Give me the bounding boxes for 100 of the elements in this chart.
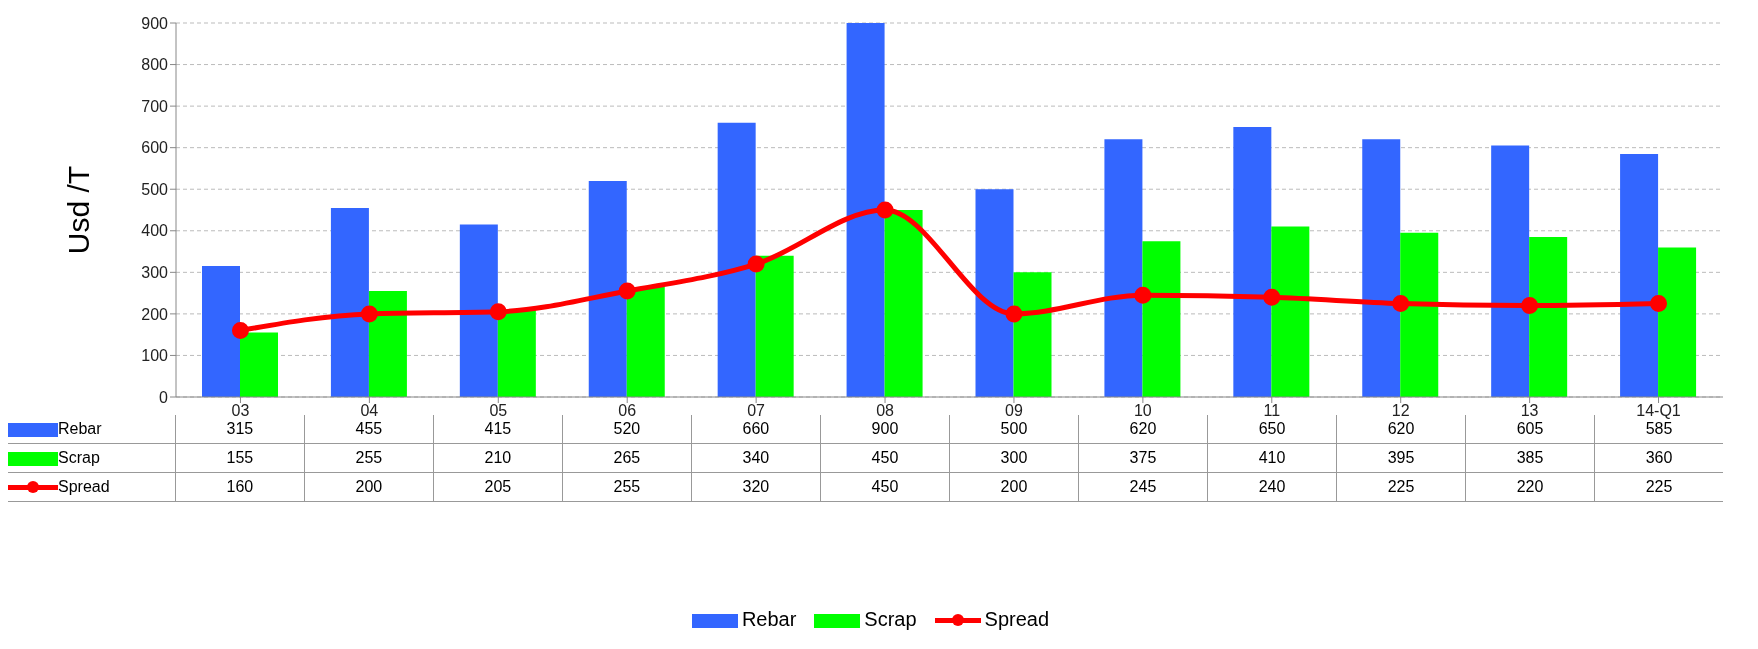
bar xyxy=(588,180,627,397)
y-tick-label: 300 xyxy=(141,264,169,282)
data-label: 210 xyxy=(432,444,562,472)
data-label: 605 xyxy=(1516,420,1544,437)
x-tick-label: 06 xyxy=(618,402,637,420)
y-tick-label: 800 xyxy=(141,56,169,74)
bar xyxy=(1491,145,1530,397)
data-label: 650 xyxy=(1258,420,1286,437)
x-tick-label: 07 xyxy=(747,402,766,420)
legend-label: Scrap xyxy=(58,449,100,467)
data-label: 255 xyxy=(561,473,691,501)
point xyxy=(747,255,765,273)
data-label: 205 xyxy=(432,473,562,501)
x-tick-label: 05 xyxy=(489,402,508,420)
y-tick-label: 200 xyxy=(141,305,169,323)
y-tick-label: 0 xyxy=(159,388,169,406)
y-tick-label: 100 xyxy=(141,347,169,365)
point xyxy=(1521,297,1539,315)
data-label: 240 xyxy=(1206,473,1336,501)
point xyxy=(231,322,249,340)
data-label: 410 xyxy=(1206,444,1336,472)
point xyxy=(1005,305,1023,323)
data-label: 385 xyxy=(1465,444,1595,472)
y-tick-label: 900 xyxy=(141,14,169,32)
text: Scrap xyxy=(864,608,917,630)
bar xyxy=(755,255,794,397)
x-tick-label: 08 xyxy=(876,402,895,420)
bar xyxy=(1529,237,1568,397)
y-tick-label: 600 xyxy=(141,139,169,157)
bar xyxy=(202,266,240,397)
y-tick-label: 500 xyxy=(141,180,169,198)
data-label: 255 xyxy=(303,444,433,472)
legend-label: Rebar xyxy=(58,420,102,438)
bar xyxy=(1233,126,1272,397)
point xyxy=(360,305,378,323)
data-label: 395 xyxy=(1335,444,1465,472)
legend-label: Spread xyxy=(58,478,110,496)
point xyxy=(876,201,894,219)
data-label: 415 xyxy=(484,420,512,437)
y-tick-label: 700 xyxy=(141,97,169,115)
point xyxy=(618,282,636,300)
data-label: 520 xyxy=(613,420,641,437)
data-label: 160 xyxy=(174,473,304,501)
data-label: 265 xyxy=(561,444,691,472)
x-tick-label: 13 xyxy=(1520,402,1539,420)
data-label: 620 xyxy=(1387,420,1415,437)
bar xyxy=(497,309,536,397)
point xyxy=(1650,295,1668,312)
bar xyxy=(717,122,756,397)
bar xyxy=(975,189,1014,397)
x-tick-label: 03 xyxy=(231,402,250,420)
bar xyxy=(368,291,407,397)
data-label: 500 xyxy=(1000,420,1028,437)
x-tick-label: 10 xyxy=(1133,402,1152,420)
data-label: 200 xyxy=(948,473,1078,501)
y-axis-title: Usd /T xyxy=(61,165,95,255)
bar xyxy=(1658,247,1697,397)
data-label: 450 xyxy=(819,444,949,472)
x-tick-label: 04 xyxy=(360,402,379,420)
data-label: 155 xyxy=(174,444,304,472)
data-label: 585 xyxy=(1645,420,1673,437)
data-label: 375 xyxy=(1077,444,1207,472)
y-tick-label: 400 xyxy=(141,222,169,240)
data-label: 245 xyxy=(1077,473,1207,501)
data-label: 320 xyxy=(690,473,820,501)
point xyxy=(1392,295,1410,312)
text: Rebar xyxy=(741,608,797,630)
data-label: 225 xyxy=(1594,473,1724,501)
data-label: 455 xyxy=(355,420,383,437)
bar xyxy=(240,332,278,397)
bar xyxy=(1104,139,1143,397)
point xyxy=(489,303,507,321)
data-label: 225 xyxy=(1335,473,1465,501)
bar xyxy=(459,224,498,397)
data-label: 300 xyxy=(948,444,1078,472)
data-label: 660 xyxy=(742,420,770,437)
bar xyxy=(884,210,923,397)
bar xyxy=(1142,241,1181,397)
text: Spread xyxy=(984,608,1050,630)
point xyxy=(1134,286,1152,304)
data-label: 900 xyxy=(871,420,899,437)
x-tick-label: 09 xyxy=(1005,402,1023,420)
point xyxy=(1263,288,1281,306)
x-tick-label: 11 xyxy=(1263,402,1281,420)
data-label: 220 xyxy=(1465,473,1595,501)
bar xyxy=(846,23,885,397)
bar xyxy=(1013,272,1052,397)
data-label: 340 xyxy=(690,444,820,472)
bar xyxy=(1620,153,1659,397)
bar xyxy=(1400,232,1439,397)
data-label: 200 xyxy=(303,473,433,501)
data-label: 360 xyxy=(1594,444,1724,472)
bar xyxy=(1362,139,1401,397)
bar xyxy=(626,286,665,397)
data-label: 620 xyxy=(1129,420,1157,437)
data-label: 450 xyxy=(819,473,949,501)
x-tick-label: 14-Q1 xyxy=(1636,402,1681,420)
bar xyxy=(330,207,369,397)
data-label: 315 xyxy=(226,420,254,437)
x-tick-label: 12 xyxy=(1391,402,1410,420)
